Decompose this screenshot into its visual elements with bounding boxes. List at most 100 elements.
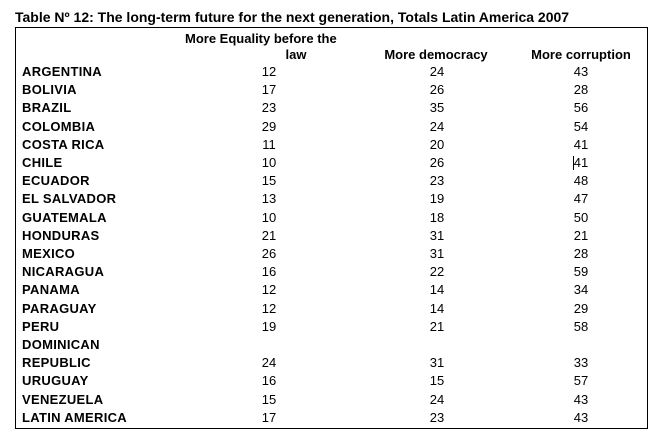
equality-value: 12 <box>261 64 277 79</box>
country-name: HONDURAS <box>22 227 100 243</box>
corruption-value: 21 <box>573 227 589 243</box>
country-name: COSTA RICA <box>22 136 105 152</box>
equality-value: 19 <box>261 318 277 334</box>
equality-value: 12 <box>261 282 277 298</box>
table-title: Table Nº 12: The long-term future for th… <box>15 9 570 25</box>
country-name: REPUBLIC <box>22 355 91 371</box>
table-frame <box>15 27 648 429</box>
country-name: EL SALVADOR <box>22 191 117 207</box>
corruption-value: 34 <box>573 282 589 298</box>
democracy-value: 31 <box>429 227 445 243</box>
democracy-value: 15 <box>429 373 445 389</box>
corruption-value: 33 <box>573 355 589 371</box>
democracy-value: 22 <box>429 264 445 280</box>
table-row: PERU 19 21 58 <box>0 318 663 336</box>
country-name: CHILE <box>22 155 63 170</box>
equality-value: 26 <box>261 246 277 261</box>
democracy-value: 24 <box>429 391 445 407</box>
equality-value: 15 <box>261 173 277 189</box>
table-row: REPUBLIC 24 31 33 <box>0 354 663 372</box>
country-name: MEXICO <box>22 246 76 261</box>
corruption-value: 47 <box>573 191 589 207</box>
democracy-value: 14 <box>429 282 445 298</box>
democracy-value: 24 <box>429 64 445 79</box>
democracy-value: 20 <box>429 136 445 152</box>
equality-value: 16 <box>261 373 277 389</box>
table-row: URUGUAY 16 15 57 <box>0 372 663 390</box>
corruption-value: 41 <box>573 136 589 152</box>
democracy-value: 21 <box>429 318 445 334</box>
table-row: ECUADOR 15 23 48 <box>0 172 663 190</box>
corruption-value: 43 <box>573 64 589 79</box>
equality-value: 16 <box>261 264 277 280</box>
header-equality-line1: More Equality before the <box>185 31 337 46</box>
country-name: VENEZUELA <box>22 391 104 407</box>
equality-value: 15 <box>261 391 277 407</box>
table-row: COSTA RICA 11 20 41 <box>0 136 663 154</box>
corruption-value: 58 <box>573 318 589 334</box>
header-corruption: More corruption <box>531 47 631 62</box>
table-row: GUATEMALA 10 18 50 <box>0 209 663 227</box>
democracy-value: 31 <box>429 355 445 371</box>
country-name: DOMINICAN <box>22 337 100 352</box>
table-row: CHILE 10 26 41 <box>0 154 663 172</box>
corruption-value: 57 <box>573 373 589 389</box>
corruption-value: 28 <box>573 82 589 98</box>
corruption-value: 41 <box>573 155 589 170</box>
country-name: ARGENTINA <box>22 64 102 79</box>
equality-value: 10 <box>261 209 277 225</box>
country-name: BOLIVIA <box>22 82 77 98</box>
equality-value: 10 <box>261 155 277 170</box>
democracy-value: 26 <box>429 155 445 170</box>
country-name: GUATEMALA <box>22 209 107 225</box>
corruption-value: 56 <box>573 100 589 116</box>
corruption-value: 43 <box>573 391 589 407</box>
corruption-value: 28 <box>573 246 589 261</box>
equality-value: 24 <box>261 355 277 371</box>
country-name: BRAZIL <box>22 100 72 116</box>
table-row: NICARAGUA 16 22 59 <box>0 263 663 281</box>
table-row: EL SALVADOR 13 19 47 <box>0 190 663 208</box>
country-name: URUGUAY <box>22 373 89 389</box>
democracy-value: 35 <box>429 100 445 116</box>
democracy-value: 14 <box>429 300 445 316</box>
country-name: PANAMA <box>22 282 80 298</box>
table-row: PANAMA 12 14 34 <box>0 281 663 299</box>
equality-value: 21 <box>261 227 277 243</box>
equality-value: 29 <box>261 118 277 134</box>
country-name: NICARAGUA <box>22 264 105 280</box>
democracy-value: 23 <box>429 173 445 189</box>
equality-value: 12 <box>261 300 277 316</box>
corruption-value: 43 <box>573 409 589 425</box>
header-democracy: More democracy <box>384 47 488 62</box>
table-row: PARAGUAY 12 14 29 <box>0 300 663 318</box>
equality-value: 13 <box>261 191 277 207</box>
country-name: COLOMBIA <box>22 118 96 134</box>
table-row: LATIN AMERICA 17 23 43 <box>0 409 663 427</box>
text-cursor <box>573 156 574 170</box>
democracy-value: 24 <box>429 118 445 134</box>
corruption-value: 50 <box>573 209 589 225</box>
democracy-value: 31 <box>429 246 445 261</box>
country-name: PERU <box>22 318 60 334</box>
equality-value: 17 <box>261 82 277 98</box>
table-row: HONDURAS 21 31 21 <box>0 227 663 245</box>
country-name: ECUADOR <box>22 173 90 189</box>
country-name: LATIN AMERICA <box>22 409 127 425</box>
democracy-value: 18 <box>429 209 445 225</box>
table-row: ARGENTINA 12 24 43 <box>0 63 663 81</box>
democracy-value: 23 <box>429 409 445 425</box>
corruption-value: 54 <box>573 118 589 134</box>
header-equality-line2: law <box>285 47 307 62</box>
corruption-value: 59 <box>573 264 589 280</box>
table-row: DOMINICAN <box>0 336 663 354</box>
equality-value: 11 <box>262 136 276 152</box>
equality-value: 23 <box>261 100 277 116</box>
democracy-value: 26 <box>429 82 445 98</box>
corruption-value: 29 <box>573 300 589 316</box>
table-row: BOLIVIA 17 26 28 <box>0 81 663 99</box>
country-name: PARAGUAY <box>22 300 97 316</box>
corruption-value: 48 <box>573 173 589 189</box>
table-row: MEXICO 26 31 28 <box>0 245 663 263</box>
table-row: VENEZUELA 15 24 43 <box>0 391 663 409</box>
